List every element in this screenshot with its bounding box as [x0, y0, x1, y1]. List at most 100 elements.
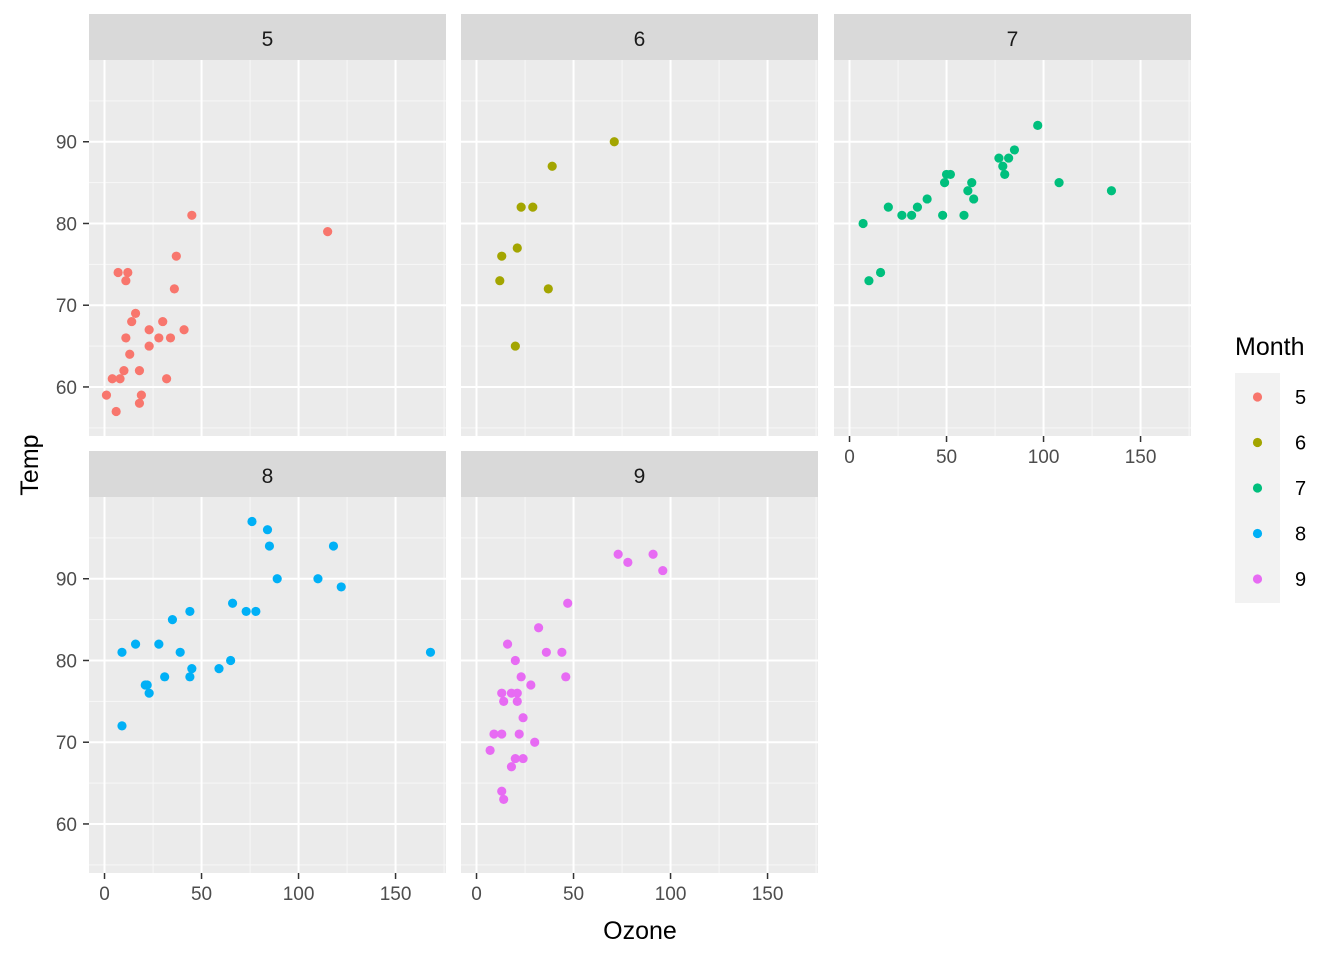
legend-label: 9	[1295, 569, 1306, 591]
panels-layer: 5 6 7 8 9	[89, 14, 1191, 873]
x-tick-label: 150	[380, 884, 412, 905]
data-point	[144, 688, 154, 698]
facet-strip	[461, 451, 818, 497]
data-point	[613, 549, 623, 559]
y-tick-label: 80	[56, 651, 77, 672]
data-point	[171, 251, 181, 261]
data-point	[226, 655, 236, 666]
x-tick-label: 0	[99, 884, 110, 905]
data-point	[489, 729, 499, 739]
data-point	[518, 753, 528, 764]
data-point	[510, 655, 520, 666]
facet-strip	[89, 14, 446, 60]
axes-layer: 60 70 80 90 0 50 100 150 0 50 100 150 60 70 80 90 0 50 100…	[56, 133, 1157, 905]
data-point	[547, 161, 557, 171]
data-point	[313, 574, 323, 584]
data-point	[557, 647, 567, 657]
data-point	[543, 284, 553, 294]
x-tick-label: 0	[471, 884, 482, 905]
x-tick-label: 100	[655, 884, 687, 905]
data-point	[121, 276, 131, 286]
data-point	[185, 606, 195, 617]
data-point	[945, 169, 956, 180]
data-point	[1000, 169, 1010, 180]
y-tick-label: 60	[56, 378, 77, 399]
data-point	[514, 729, 524, 739]
data-point	[530, 737, 540, 747]
data-point	[101, 390, 112, 400]
x-tick-label: 0	[844, 447, 855, 468]
data-point	[251, 606, 261, 617]
legend-items: 5 6 7 8 9	[1252, 387, 1306, 591]
data-point	[144, 325, 154, 335]
y-tick-label: 80	[56, 214, 77, 235]
data-point	[115, 374, 125, 384]
legend-label: 8	[1295, 524, 1306, 546]
data-point	[262, 525, 273, 535]
facet-strip-label: 7	[1007, 28, 1019, 51]
y-tick-label: 70	[56, 733, 77, 754]
data-point	[336, 582, 346, 592]
data-point	[883, 202, 893, 212]
data-point	[113, 267, 123, 278]
data-point	[123, 267, 133, 278]
data-point	[142, 680, 152, 690]
data-point	[561, 672, 571, 682]
data-point	[497, 729, 507, 739]
data-point	[328, 541, 339, 551]
data-point	[512, 243, 522, 253]
legend-key	[1252, 483, 1263, 493]
data-point	[864, 276, 874, 286]
data-point	[154, 639, 164, 649]
facet-panel-9: 9	[461, 451, 818, 873]
data-point	[609, 137, 619, 147]
data-point	[175, 647, 185, 657]
data-point	[959, 210, 969, 220]
data-point	[512, 688, 522, 698]
data-point	[510, 341, 520, 351]
legend-title: Month	[1235, 333, 1304, 361]
data-point	[107, 374, 117, 384]
data-point	[187, 210, 197, 220]
data-point	[518, 713, 528, 723]
data-point	[495, 276, 505, 286]
data-point	[227, 598, 238, 608]
data-point	[165, 333, 176, 343]
y-axis-title: Temp	[16, 434, 44, 495]
data-point	[510, 753, 520, 764]
x-tick-label: 50	[191, 884, 212, 905]
facet-strip-label: 9	[634, 465, 646, 488]
data-point	[162, 374, 172, 384]
x-tick-label: 100	[1028, 447, 1060, 468]
x-tick-label: 100	[283, 884, 315, 905]
facet-panel-7: 7	[834, 14, 1191, 436]
facet-panel-6: 6	[461, 14, 818, 436]
data-point	[912, 202, 923, 212]
data-point	[938, 210, 948, 220]
data-point	[907, 210, 917, 220]
data-point	[1004, 153, 1014, 163]
data-point	[922, 194, 932, 204]
legend: Month 5 6 7 8 9	[1235, 333, 1306, 603]
data-point	[160, 672, 170, 682]
x-axis-title: Ozone	[603, 917, 677, 945]
data-point	[264, 541, 275, 551]
data-point	[994, 153, 1004, 163]
data-point	[967, 178, 977, 188]
y-tick-label: 90	[56, 570, 77, 591]
x-tick-label: 50	[563, 884, 584, 905]
facet-strip	[461, 14, 818, 60]
data-point	[516, 672, 526, 682]
data-point	[130, 308, 141, 318]
data-point	[512, 696, 522, 706]
data-point	[214, 664, 224, 674]
legend-item-9: 9	[1252, 569, 1306, 591]
data-point	[154, 333, 164, 343]
legend-item-6: 6	[1252, 433, 1306, 455]
data-point	[241, 606, 251, 617]
data-point	[185, 672, 195, 682]
data-point	[526, 680, 536, 690]
data-point	[563, 598, 573, 608]
data-point	[1009, 145, 1020, 155]
